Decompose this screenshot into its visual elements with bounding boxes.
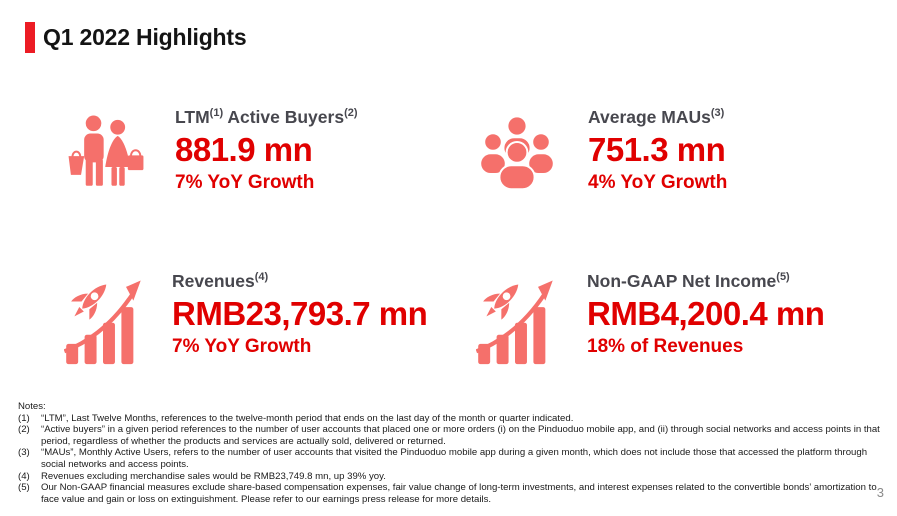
metric-label: Revenues(4)	[172, 270, 269, 291]
page-number: 3	[876, 485, 884, 500]
metric-subtext: 18% of Revenues	[587, 335, 744, 357]
rocket-growth-icon	[64, 274, 142, 366]
users-group-icon	[477, 113, 557, 195]
footnote-2: (2) “Active buyers” in a given period re…	[18, 424, 880, 447]
title-accent-bar	[25, 22, 35, 53]
metric-average-maus: Average MAUs(3) 751.3 mn 4% YoY Growth	[477, 100, 877, 250]
metric-value: RMB23,793.7 mn	[172, 294, 428, 332]
metric-active-buyers: LTM(1) Active Buyers(2) 881.9 mn 7% YoY …	[67, 100, 467, 250]
metric-value: RMB4,200.4 mn	[587, 294, 825, 332]
shoppers-couple-icon	[67, 113, 145, 193]
page-title: Q1 2022 Highlights	[43, 24, 247, 50]
metric-non-gaap-net-income: Non-GAAP Net Income(5) RMB4,200.4 mn 18%…	[476, 264, 876, 414]
metric-subtext: 7% YoY Growth	[175, 171, 315, 193]
footnote-3: (3) “MAUs”, Monthly Active Users, refers…	[18, 447, 868, 470]
metric-subtext: 4% YoY Growth	[588, 171, 728, 193]
footnote-5: (5) Our Non-GAAP financial measures excl…	[18, 482, 877, 505]
metric-label: LTM(1) Active Buyers(2)	[175, 106, 358, 127]
metric-label: Average MAUs(3)	[588, 106, 725, 127]
notes-heading: Notes:	[18, 401, 46, 412]
footnotes: Notes: (1) “LTM”, Last Twelve Months, re…	[18, 401, 887, 505]
rocket-growth-icon	[476, 274, 554, 366]
footnote-4: (4) Revenues excluding merchandise sales…	[18, 470, 386, 482]
footnote-1: (1) “LTM”, Last Twelve Months, reference…	[18, 412, 574, 424]
metric-value: 751.3 mn	[588, 130, 726, 168]
metric-label: Non-GAAP Net Income(5)	[587, 270, 790, 291]
metric-value: 881.9 mn	[175, 130, 313, 168]
metric-subtext: 7% YoY Growth	[172, 335, 312, 357]
metric-revenues: Revenues(4) RMB23,793.7 mn 7% YoY Growth	[64, 264, 464, 414]
